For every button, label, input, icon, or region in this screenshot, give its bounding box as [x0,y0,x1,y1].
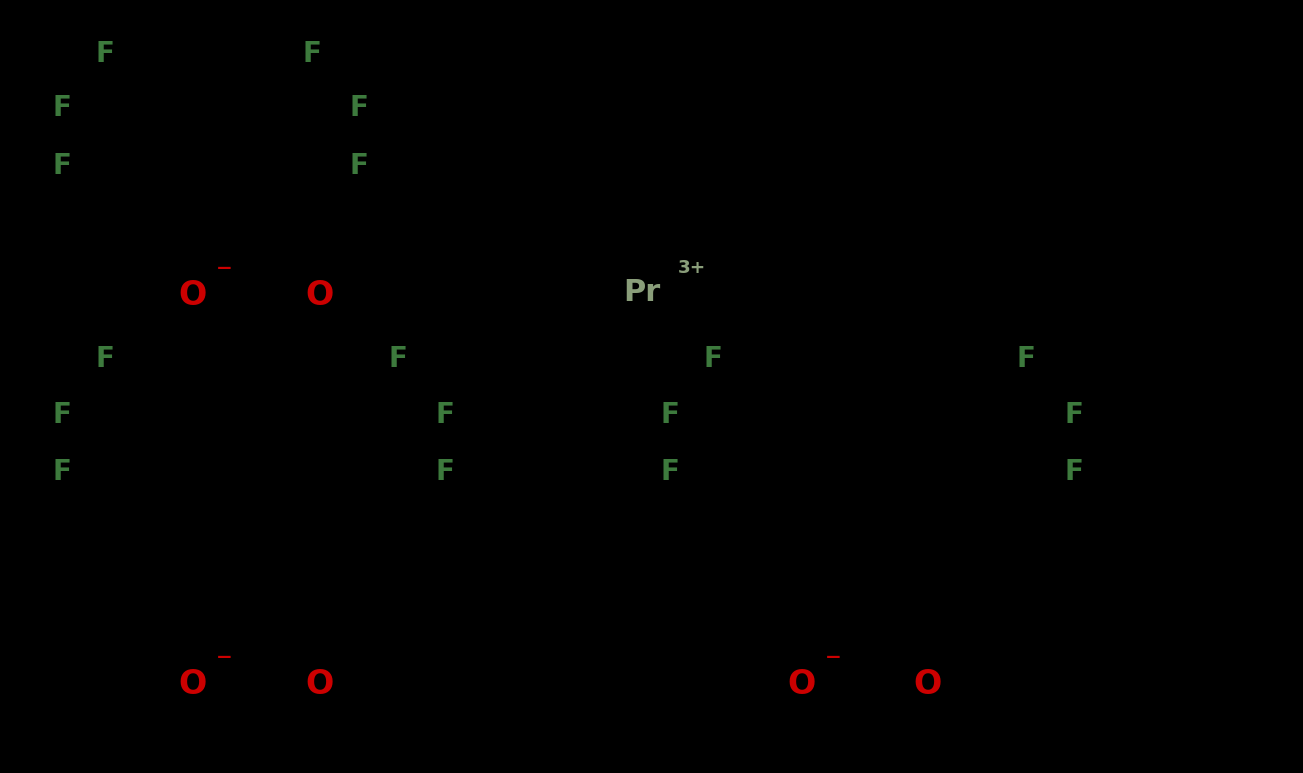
Text: F: F [52,458,70,485]
Text: −: − [825,648,842,667]
Text: F: F [349,152,367,180]
Text: F: F [52,94,70,122]
Text: F: F [661,401,679,429]
Text: F: F [349,94,367,122]
Text: O: O [179,279,207,312]
Text: −: − [216,259,233,278]
Text: F: F [302,40,321,68]
Text: F: F [435,458,453,485]
Text: Pr: Pr [623,278,661,307]
Text: F: F [1016,346,1035,373]
Text: 3+: 3+ [678,259,706,277]
Text: O: O [305,668,334,700]
Text: F: F [52,401,70,429]
Text: F: F [704,346,722,373]
Text: O: O [913,668,942,700]
Text: F: F [435,401,453,429]
Text: O: O [305,279,334,312]
Text: F: F [52,152,70,180]
Text: O: O [787,668,816,700]
Text: F: F [1065,458,1083,485]
Text: F: F [661,458,679,485]
Text: O: O [179,668,207,700]
Text: −: − [216,648,233,667]
Text: F: F [388,346,407,373]
Text: F: F [95,40,113,68]
Text: F: F [95,346,113,373]
Text: F: F [1065,401,1083,429]
